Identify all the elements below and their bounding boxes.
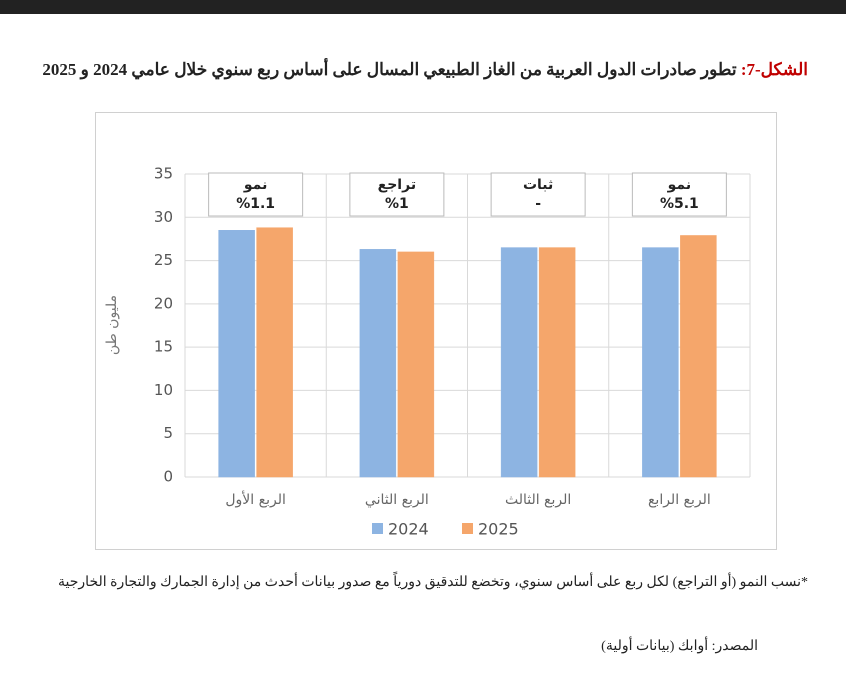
figure-title: الشكل-7: تطور صادرات الدول العربية من ال… <box>28 60 808 80</box>
legend-label: 2024 <box>388 520 429 539</box>
y-axis-label: مليون طن <box>104 295 120 355</box>
bar <box>680 235 717 478</box>
annotation-box <box>349 172 445 217</box>
x-tick-label: الربع الأول <box>225 490 285 508</box>
x-tick-label: الربع الرابع <box>648 492 711 508</box>
bar <box>359 249 397 478</box>
bar <box>397 251 435 478</box>
bar <box>538 247 576 478</box>
x-tick-label: الربع الثاني <box>365 492 429 508</box>
y-tick-label: 15 <box>154 338 173 356</box>
legend-swatch <box>372 523 383 534</box>
annotation-text: %5.1 <box>660 196 699 212</box>
annotation-box <box>490 172 586 217</box>
figure-label: الشكل-7: <box>740 60 808 79</box>
x-tick-label: الربع الثالث <box>505 492 571 508</box>
y-tick-label: 35 <box>154 165 173 183</box>
chart-frame <box>95 112 777 550</box>
top-bar <box>0 0 846 14</box>
bar <box>256 227 293 478</box>
annotation-box <box>631 172 727 217</box>
bar <box>500 247 538 478</box>
bar <box>642 247 679 478</box>
annotation-text: نمو <box>667 177 691 193</box>
title-text: تطور صادرات الدول العربية من الغاز الطبي… <box>42 60 737 79</box>
y-tick-label: 20 <box>154 294 173 312</box>
footnote: *نسب النمو (أو التراجع) لكل ربع على أساس… <box>58 575 808 590</box>
y-tick-label: 30 <box>154 208 173 226</box>
annotation-text: %1 <box>385 196 409 212</box>
y-tick-label: 25 <box>154 251 173 269</box>
annotation-text: تراجع <box>378 177 416 193</box>
annotation-text: نمو <box>243 177 267 193</box>
legend-swatch <box>462 523 473 534</box>
annotation-text: - <box>535 196 541 212</box>
y-tick-label: 0 <box>163 468 173 486</box>
y-tick-label: 10 <box>154 381 173 399</box>
annotation-box <box>208 172 304 217</box>
annotation-text: %1.1 <box>236 196 275 212</box>
source: المصدر: أوابك (بيانات أولية) <box>601 639 758 654</box>
bar <box>218 230 255 478</box>
annotation-text: ثبات <box>523 177 553 193</box>
legend-label: 2025 <box>478 520 519 539</box>
y-tick-label: 5 <box>163 424 173 442</box>
